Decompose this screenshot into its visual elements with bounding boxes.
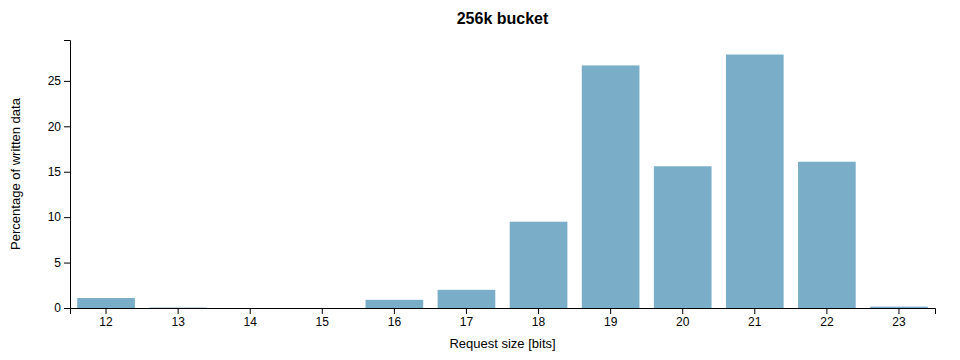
bar (870, 307, 928, 308)
x-tick: 19 (604, 308, 618, 329)
tick-mark (64, 308, 70, 309)
y-tick: 25 (48, 74, 70, 88)
x-tick: 22 (820, 308, 834, 329)
tick-label: 16 (388, 315, 402, 329)
y-tick: 15 (48, 165, 70, 179)
bar (221, 308, 279, 309)
x-tick: 12 (99, 308, 113, 329)
axis-line (71, 309, 936, 315)
bar (77, 298, 135, 308)
y-axis: 0 5 10 15 20 25 (48, 41, 71, 316)
y-tick: 0 (54, 301, 70, 315)
chart: 12 13 14 15 16 17 18 19 20 21 22 23 0 5 10 15 20 25 256k b… (0, 0, 960, 360)
x-axis: 12 13 14 15 16 17 18 19 20 21 22 23 (71, 308, 936, 329)
tick-label: 20 (48, 120, 62, 134)
tick-mark (106, 308, 107, 314)
bar (510, 222, 568, 308)
bar (293, 308, 351, 309)
tick-label: 25 (48, 74, 62, 88)
tick-mark (64, 263, 70, 264)
tick-mark (322, 308, 323, 314)
tick-mark (64, 126, 70, 127)
x-tick: 20 (676, 308, 690, 329)
x-tick: 15 (316, 308, 330, 329)
x-tick: 17 (460, 308, 474, 329)
tick-mark (178, 308, 179, 314)
tick-mark (64, 217, 70, 218)
tick-mark (826, 308, 827, 314)
bar (366, 300, 424, 308)
bar (582, 65, 640, 308)
x-tick: 13 (171, 308, 185, 329)
tick-mark (538, 308, 539, 314)
tick-label: 23 (892, 315, 906, 329)
x-tick: 23 (892, 308, 906, 329)
bar (149, 307, 207, 308)
axis-line (64, 41, 71, 309)
bar (654, 166, 712, 308)
plot: 12 13 14 15 16 17 18 19 20 21 22 23 0 5 10 15 20 25 (48, 41, 936, 329)
x-axis-title: Request size [bits] (449, 336, 555, 351)
tick-mark (64, 81, 70, 82)
tick-mark (394, 308, 395, 314)
y-tick: 5 (54, 256, 70, 270)
tick-label: 15 (316, 315, 330, 329)
tick-label: 0 (54, 301, 61, 315)
tick-label: 21 (748, 315, 762, 329)
tick-mark (466, 308, 467, 314)
tick-mark (250, 308, 251, 314)
x-tick: 21 (748, 308, 762, 329)
tick-label: 10 (48, 210, 62, 224)
y-axis-title: Percentage of written data (8, 97, 23, 250)
tick-mark (682, 308, 683, 314)
bars (77, 55, 928, 308)
tick-mark (898, 308, 899, 314)
tick-label: 13 (171, 315, 185, 329)
tick-label: 17 (460, 315, 474, 329)
x-tick: 18 (532, 308, 546, 329)
tick-label: 22 (820, 315, 834, 329)
tick-label: 19 (604, 315, 618, 329)
tick-mark (64, 172, 70, 173)
y-tick: 10 (48, 210, 70, 224)
tick-mark (754, 308, 755, 314)
tick-label: 12 (99, 315, 113, 329)
tick-mark (610, 308, 611, 314)
tick-label: 18 (532, 315, 546, 329)
title: 256k bucket (457, 10, 549, 27)
tick-label: 14 (244, 315, 258, 329)
y-tick: 20 (48, 120, 70, 134)
bar (726, 55, 784, 308)
x-tick: 16 (388, 308, 402, 329)
tick-label: 5 (54, 256, 61, 270)
tick-label: 15 (48, 165, 62, 179)
tick-label: 20 (676, 315, 690, 329)
x-tick: 14 (244, 308, 258, 329)
bar (798, 162, 856, 308)
bar (438, 290, 496, 308)
